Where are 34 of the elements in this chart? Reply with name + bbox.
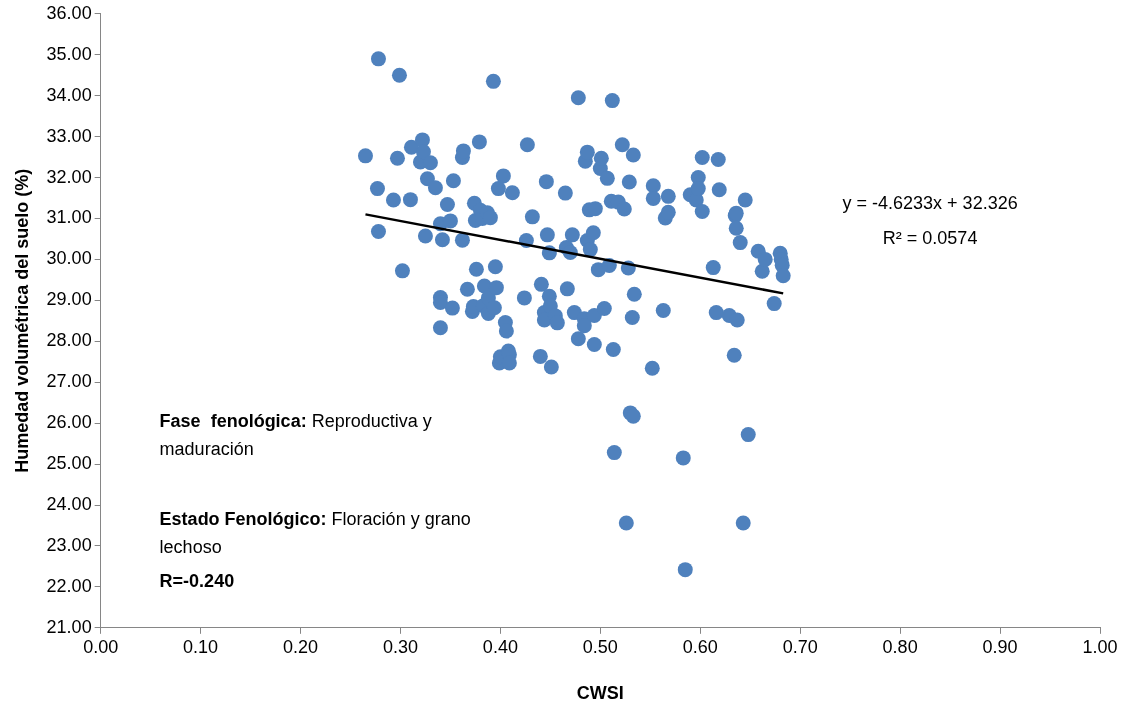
x-tick-label: 0.90 [982,636,1018,657]
y-tick-label: 22.00 [46,575,92,596]
y-tick-label: 27.00 [46,371,92,392]
x-tick-label: 1.00 [1082,636,1118,657]
text: Estado Fenológico: Floración y grano lechoso [159,509,471,558]
y-axis-title: Humedad volumétrica del suelo (%) [11,168,32,473]
y-tick-label: 28.00 [46,330,92,351]
y-tick-label: 30.00 [46,248,92,269]
x-tick-label: 0.00 [83,636,119,657]
annotation: y = -4.6233x + 32.326 [842,193,1018,214]
annotation: R=-0.240 [159,570,235,591]
y-tick-label: 31.00 [46,207,92,228]
x-tick-label: 0.40 [482,636,518,657]
x-axis-title: CWSI [576,683,624,704]
x-tick-label: 0.30 [382,636,418,657]
y-tick-label: 25.00 [46,453,92,474]
y-tick-label: 35.00 [46,43,92,64]
y-tick-label: 34.00 [46,84,92,105]
y-tick-label: 23.00 [46,534,92,555]
annotation: R² = 0.0574 [882,228,978,249]
x-tick-label: 0.80 [882,636,918,657]
y-tick-label: 33.00 [46,125,92,146]
x-tick-label: 0.60 [682,636,718,657]
y-tick-label: 32.00 [46,166,92,187]
y-tick-label: 29.00 [46,289,92,310]
x-tick-label: 0.10 [183,636,219,657]
y-tick-label: 24.00 [46,493,92,514]
y-tick-label: 36.00 [46,2,92,23]
x-tick-label: 0.50 [582,636,618,657]
y-tick-label: 26.00 [46,412,92,433]
x-tick-label: 0.20 [282,636,319,657]
text: Fase fenológica: Reproductiva y maduración [159,411,432,460]
x-tick-label: 0.70 [782,636,818,657]
y-tick-label: 21.00 [46,616,92,637]
